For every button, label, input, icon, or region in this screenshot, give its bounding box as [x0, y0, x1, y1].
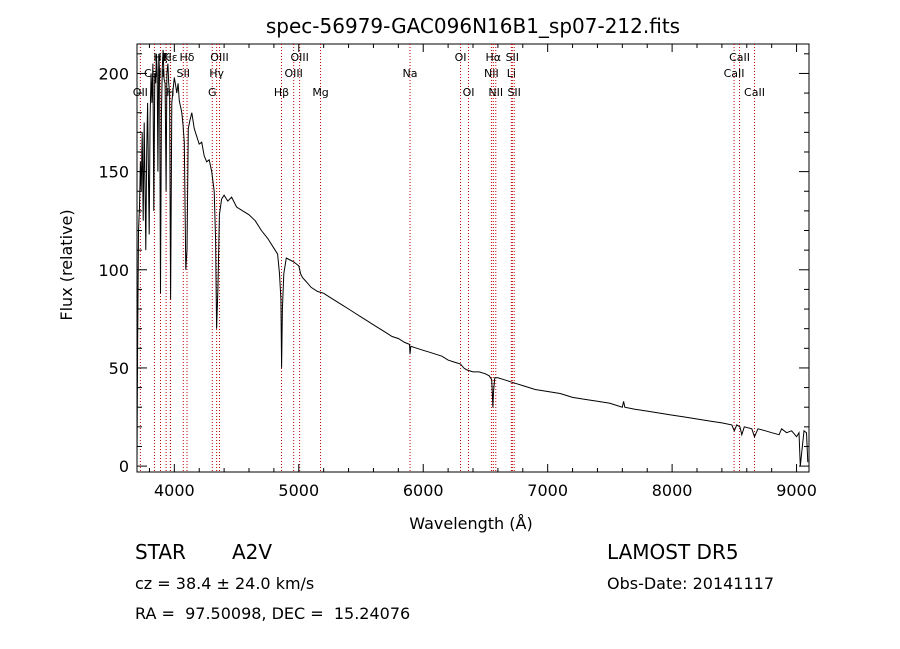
line-label: Mg	[312, 86, 328, 99]
x-tick-label: 9000	[776, 481, 817, 500]
line-markers	[139, 44, 755, 472]
line-label: Li	[507, 67, 516, 80]
line-label: OIII	[210, 51, 228, 64]
line-label: OI	[463, 86, 475, 99]
line-label: NII	[484, 67, 499, 80]
plot-frame	[136, 43, 810, 473]
x-axis-label: Wavelength (Å)	[409, 514, 532, 533]
chart-title: spec-56979-GAC096N16B1_sp07-212.fits	[266, 14, 680, 38]
y-tick-label: 0	[119, 457, 129, 476]
coordinates: RA = 97.50098, DEC = 15.24076	[135, 604, 411, 623]
y-axis-label: Flux (relative)	[57, 209, 76, 320]
line-label: Hε	[163, 51, 177, 64]
axis-ticks	[137, 44, 809, 472]
line-label: NII	[488, 86, 503, 99]
line-label: SII	[506, 51, 519, 64]
spectrum-series-line	[136, 49, 809, 467]
line-label: CaII	[724, 67, 745, 80]
y-tick-label: 200	[98, 64, 129, 83]
line-label: Hα	[486, 51, 502, 64]
line-label: G	[208, 86, 217, 99]
y-tick-label: 100	[98, 261, 129, 280]
x-tick-label: 5000	[278, 481, 319, 500]
line-label: OIII	[290, 51, 308, 64]
object-subclass: A2V	[232, 540, 273, 564]
line-label: SII	[177, 67, 190, 80]
tick-labels: 4000 5000 6000 7000 8000 9000 0 50 100 150 200	[98, 64, 816, 500]
object-class: STAR	[135, 540, 186, 564]
line-label: OIII	[284, 67, 302, 80]
x-tick-label: 7000	[527, 481, 568, 500]
line-label: K	[163, 51, 171, 64]
line-label: CaII	[729, 51, 750, 64]
survey-name: LAMOST DR5	[607, 540, 739, 564]
x-tick-label: 6000	[403, 481, 444, 500]
y-tick-label: 50	[109, 359, 129, 378]
line-label: Hβ	[274, 86, 289, 99]
line-label: Na	[403, 67, 418, 80]
line-label: H	[166, 86, 174, 99]
line-label: SII	[507, 86, 520, 99]
x-tick-label: 8000	[652, 481, 693, 500]
redshift-velocity: cz = 38.4 ± 24.0 km/s	[135, 574, 315, 593]
line-label: OII	[133, 86, 148, 99]
line-label: Hγ	[209, 67, 224, 80]
line-label: Hδ	[180, 51, 195, 64]
line-label: OI	[455, 51, 467, 64]
x-tick-label: 4000	[154, 481, 195, 500]
line-label: CaII	[744, 86, 765, 99]
observation-date: Obs-Date: 20141117	[607, 574, 775, 593]
y-tick-label: 150	[98, 163, 129, 182]
